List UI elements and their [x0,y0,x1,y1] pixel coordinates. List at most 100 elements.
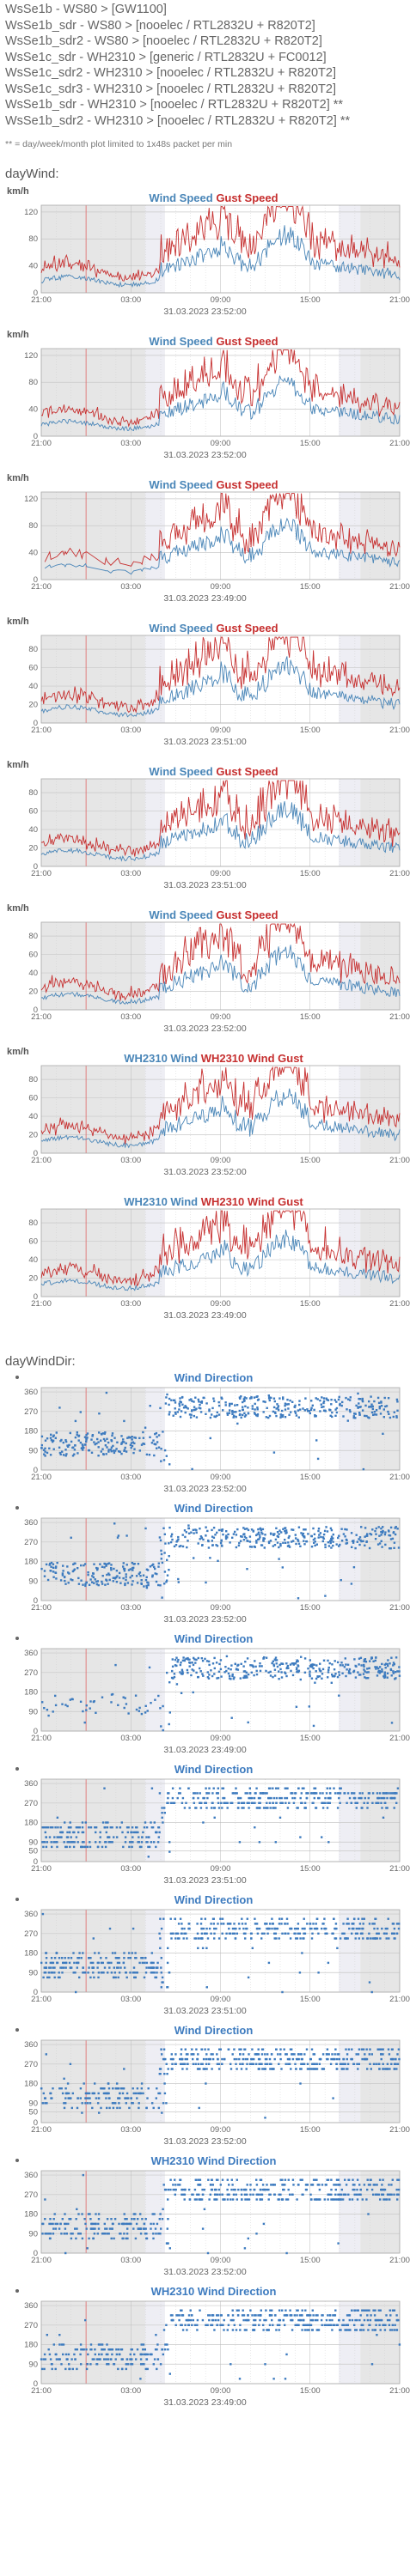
direction-point [58,1446,61,1449]
direction-point [358,1663,360,1666]
direction-point [363,2184,366,2186]
direction-point [291,2057,295,2061]
direction-point [256,1413,260,1416]
title-gust: WH2310 Wind Gust [201,1052,304,1065]
direction-point [50,1439,53,1442]
direction-point [353,2193,356,2196]
direction-point [167,1792,169,1795]
direction-point [149,1436,151,1438]
direction-point [318,2063,321,2065]
direction-point [160,1460,162,1462]
direction-point [330,2057,333,2061]
direction-point [71,2367,74,2371]
direction-point [217,1937,221,1940]
direction-point [354,1676,358,1679]
direction-point [352,2184,355,2186]
direction-point [48,1976,51,1979]
direction-point [75,1826,78,1829]
direction-point [128,1845,131,1849]
direction-point [271,2309,273,2312]
direction-point [213,1673,216,1675]
direction-point [363,1659,366,1662]
direction-point [317,1529,320,1533]
direction-point [293,1927,297,1930]
direction-point [210,2188,213,2191]
direction-point [127,2097,130,2099]
direction-point [98,1413,101,1415]
direction-point [70,1536,72,1539]
direction-point [93,1976,95,1979]
direction-point [123,2213,125,2215]
direction-point [334,1414,337,1417]
direction-point [278,2193,280,2196]
direction-point [117,1966,119,1969]
direction-point [363,1801,365,1804]
direction-point [52,2233,55,2235]
direction-point [195,1937,198,1940]
direction-point [129,2353,132,2356]
direction-point [58,1451,62,1455]
y-tick-label: 270 [24,2190,38,2200]
direction-point [389,1416,392,1419]
direction-point [332,1537,334,1540]
direction-point [125,1578,127,1582]
direction-point [303,2324,306,2326]
direction-point [177,1577,180,1581]
direction-point [384,2198,387,2201]
direction-point [46,1451,49,1455]
unit-label: km/h [7,760,29,770]
direction-point [346,1663,350,1666]
direction-point [172,2057,174,2061]
direction-point [201,2063,204,2065]
direction-point [62,2343,65,2346]
direction-point [144,1704,147,1707]
direction-point [235,1534,238,1536]
direction-point [106,2106,108,2110]
direction-point [301,1927,303,1930]
direction-point [154,1572,156,1575]
direction-point [140,1582,143,1585]
direction-point [291,2178,295,2181]
direction-point [247,1412,250,1414]
direction-point [105,1841,107,1844]
direction-point [198,2198,200,2201]
direction-point [303,1932,305,1935]
direction-point [316,2314,319,2317]
direction-point [131,2218,133,2221]
direction-point [215,1927,217,1930]
direction-point [370,1395,372,1398]
direction-point [207,2057,210,2061]
x-tick-label: 15:00 [300,582,321,592]
direction-point [260,1528,262,1530]
direction-point [70,1841,72,1844]
direction-point [176,1540,179,1542]
direction-point [242,1676,245,1680]
direction-point [378,1792,382,1795]
direction-point [236,2178,238,2181]
direction-point [324,1796,327,1800]
direction-point [144,2353,148,2356]
direction-point [322,1400,326,1403]
direction-point [52,1563,55,1565]
direction-point [78,1976,81,1979]
direction-point [102,1453,105,1455]
direction-point [327,1671,330,1674]
direction-point [347,1923,350,1925]
direction-point [232,1678,235,1680]
direction-point [297,2324,300,2326]
direction-point [301,1787,304,1789]
direction-point [184,1535,187,1539]
direction-point [200,1401,203,1404]
direction-point [348,1409,352,1412]
direction-point [101,2348,105,2351]
x-tick-label: 09:00 [211,726,231,735]
direction-point [164,2343,167,2346]
direction-point [121,2087,124,2090]
direction-point [368,1981,371,1984]
direction-point [87,2097,89,2099]
direction-point [385,1662,388,1665]
direction-point [395,2193,399,2196]
direction-point [279,1544,282,1547]
direction-point [380,2048,382,2050]
direction-point [286,1398,289,1401]
